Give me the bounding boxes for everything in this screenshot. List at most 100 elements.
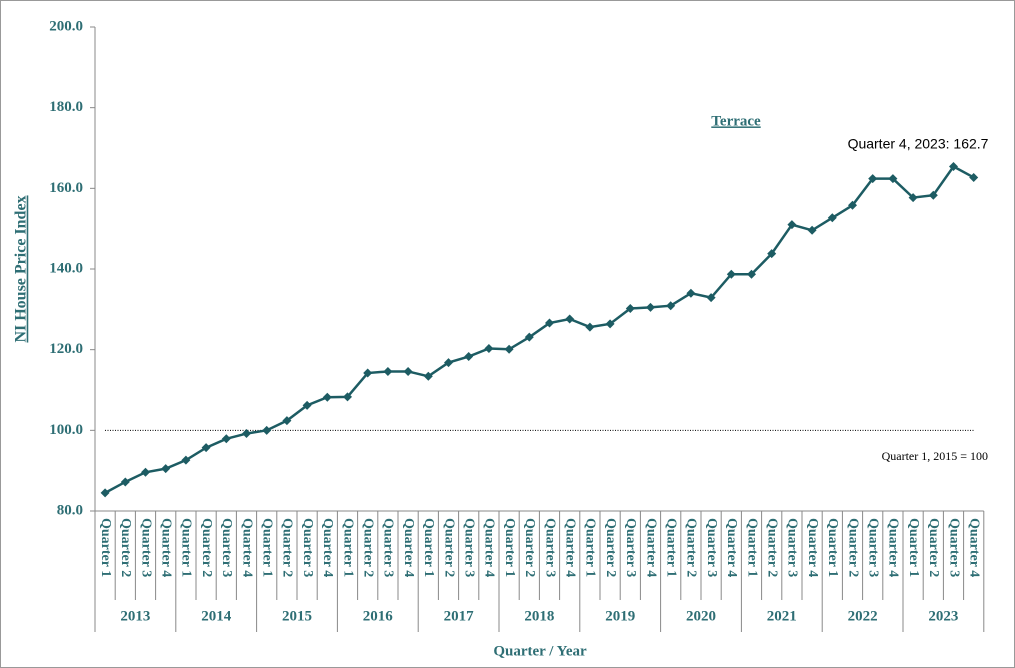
- x-tick-label: Quarter 4: [886, 518, 901, 577]
- marker: [120, 477, 130, 487]
- x-tick-label: Quarter 1: [340, 518, 355, 577]
- x-tick-label: Quarter 1: [421, 518, 436, 577]
- x-tick-label: Quarter 4: [401, 518, 416, 577]
- x-tick-label: Quarter 4: [805, 518, 820, 577]
- marker: [565, 314, 575, 324]
- marker: [807, 225, 817, 235]
- marker: [787, 220, 797, 230]
- x-tick-label: Quarter 3: [138, 518, 153, 577]
- year-label: 2015: [282, 608, 312, 624]
- x-tick-label: Quarter 3: [946, 518, 961, 577]
- marker: [949, 162, 958, 172]
- marker: [666, 301, 676, 311]
- marker: [767, 249, 777, 259]
- marker: [464, 352, 474, 362]
- marker: [848, 200, 857, 210]
- x-tick-label: Quarter 3: [300, 518, 315, 577]
- x-tick-label: Quarter 1: [663, 518, 678, 577]
- annotation: Quarter 4, 2023: 162.7: [848, 136, 989, 152]
- marker: [625, 304, 635, 314]
- marker: [545, 318, 554, 328]
- x-tick-label: Quarter 1: [906, 518, 921, 577]
- y-axis-label: NI House Price Index: [13, 195, 30, 342]
- x-tick-label: Quarter 3: [623, 518, 638, 577]
- marker: [161, 464, 171, 474]
- y-tick-label: 140.0: [49, 260, 83, 276]
- x-tick-label: Quarter 1: [179, 518, 194, 577]
- x-tick-label: Quarter 3: [865, 518, 880, 577]
- x-tick-label: Quarter 2: [764, 518, 779, 577]
- x-tick-label: Quarter 2: [522, 518, 537, 577]
- marker: [262, 425, 272, 435]
- year-label: 2017: [444, 608, 475, 624]
- marker: [302, 400, 312, 410]
- marker: [403, 366, 413, 376]
- marker: [908, 193, 918, 203]
- marker: [868, 174, 878, 184]
- marker: [605, 319, 615, 329]
- marker: [363, 368, 373, 378]
- y-tick-label: 100.0: [49, 422, 83, 438]
- marker: [928, 190, 938, 200]
- marker: [383, 366, 393, 376]
- year-label: 2018: [524, 608, 554, 624]
- year-label: 2019: [605, 608, 635, 624]
- x-tick-label: Quarter 3: [704, 518, 719, 577]
- marker: [201, 443, 211, 453]
- x-tick-label: Quarter 3: [785, 518, 800, 577]
- x-tick-label: Quarter 4: [482, 518, 497, 577]
- marker: [524, 332, 534, 342]
- x-tick-label: Quarter 4: [966, 518, 981, 577]
- x-tick-label: Quarter 1: [583, 518, 598, 577]
- y-tick-label: 120.0: [49, 341, 83, 357]
- year-label: 2021: [767, 608, 797, 624]
- year-label: 2020: [686, 608, 716, 624]
- marker: [343, 392, 352, 402]
- x-tick-label: Quarter 1: [98, 518, 113, 577]
- marker: [585, 322, 595, 332]
- x-tick-label: Quarter 2: [199, 518, 214, 577]
- x-tick-label: Quarter 4: [643, 518, 658, 577]
- y-tick-label: 160.0: [49, 180, 83, 196]
- x-tick-label: Quarter 1: [744, 518, 759, 577]
- x-tick-label: Quarter 2: [280, 518, 295, 577]
- x-tick-label: Quarter 4: [562, 518, 577, 577]
- x-tick-label: Quarter 4: [239, 518, 254, 577]
- chart-title: Terrace: [711, 113, 761, 129]
- x-tick-label: Quarter 3: [461, 518, 476, 577]
- marker: [504, 344, 514, 354]
- year-label: 2022: [848, 608, 878, 624]
- x-tick-label: Quarter 3: [381, 518, 396, 577]
- x-tick-label: Quarter 4: [724, 518, 739, 577]
- marker: [444, 358, 453, 368]
- x-tick-label: Quarter 2: [360, 518, 375, 577]
- marker: [141, 467, 150, 477]
- marker: [827, 213, 837, 223]
- marker: [969, 172, 979, 182]
- marker: [423, 371, 433, 381]
- marker: [888, 174, 898, 184]
- reference-note: Quarter 1, 2015 = 100: [882, 449, 988, 463]
- marker: [282, 416, 292, 426]
- marker: [181, 455, 191, 465]
- marker: [726, 269, 736, 279]
- x-tick-label: Quarter 2: [118, 518, 133, 577]
- x-tick-label: Quarter 1: [825, 518, 840, 577]
- x-tick-label: Quarter 1: [259, 518, 274, 577]
- x-tick-label: Quarter 3: [542, 518, 557, 577]
- marker: [706, 293, 716, 303]
- x-axis-label: Quarter / Year: [493, 643, 587, 659]
- year-label: 2013: [120, 608, 150, 624]
- x-tick-label: Quarter 3: [219, 518, 234, 577]
- marker: [646, 302, 655, 312]
- x-tick-label: Quarter 2: [603, 518, 618, 577]
- year-label: 2023: [928, 608, 958, 624]
- x-tick-label: Quarter 2: [926, 518, 941, 577]
- year-label: 2016: [363, 608, 394, 624]
- x-tick-label: Quarter 4: [158, 518, 173, 577]
- y-tick-label: 80.0: [57, 502, 83, 518]
- marker: [221, 434, 231, 444]
- x-tick-label: Quarter 2: [845, 518, 860, 577]
- marker: [747, 269, 756, 279]
